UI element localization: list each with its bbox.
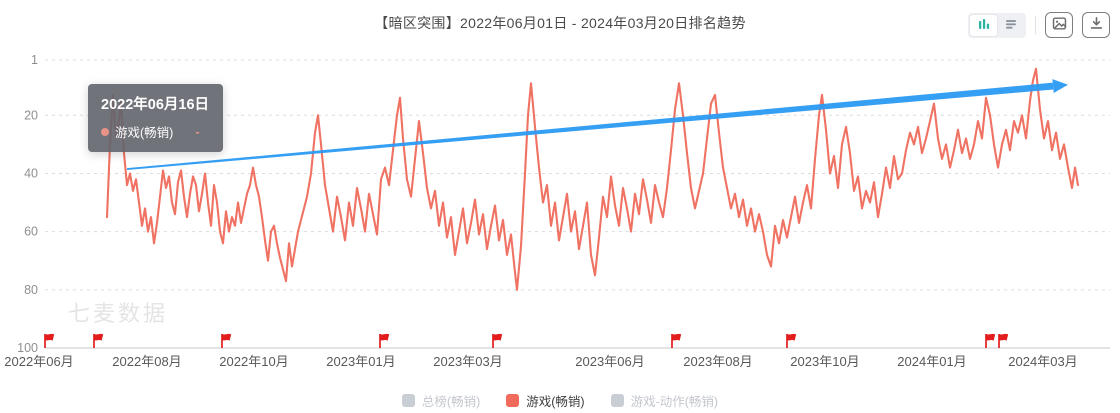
- series-line[interactable]: [105, 67, 1080, 291]
- legend-swatch-icon: [506, 393, 520, 407]
- flag-marker-icon[interactable]: [44, 333, 55, 348]
- flag-marker-icon[interactable]: [985, 333, 996, 348]
- view-toggle-group: [968, 12, 1026, 38]
- x-axis-tick-label: 2024年03月: [1008, 354, 1077, 369]
- flag-marker-icon[interactable]: [379, 333, 390, 348]
- legend-label: 总榜(畅销): [421, 394, 481, 409]
- flag-marker-icon[interactable]: [786, 333, 797, 348]
- export-image-button[interactable]: [1045, 12, 1073, 38]
- chart-legend: 总榜(畅销) 游戏(畅销) 游戏-动作(畅销): [0, 390, 1120, 410]
- y-axis-tick-label: 20: [24, 108, 38, 122]
- flag-marker-icon[interactable]: [998, 333, 1009, 348]
- list-icon: [1003, 16, 1019, 35]
- x-axis-tick-label: 2023年03月: [433, 354, 502, 369]
- watermark: 七麦数据: [68, 301, 169, 326]
- x-axis-tick-label: 2024年01月: [897, 354, 966, 369]
- legend-swatch-icon: [610, 393, 624, 407]
- flag-marker-icon[interactable]: [93, 333, 104, 348]
- legend-item-zongbang[interactable]: 总榜(畅销): [401, 391, 481, 410]
- tooltip-date: 2022年06月16日: [101, 97, 210, 113]
- x-axis-tick-label: 2022年10月: [219, 354, 288, 369]
- table-view-toggle[interactable]: [997, 15, 1024, 36]
- chart-view-toggle[interactable]: [970, 14, 997, 36]
- legend-swatch-icon: [401, 393, 415, 407]
- image-icon: [1051, 15, 1068, 35]
- y-axis-tick-label: 80: [24, 283, 38, 297]
- trend-arrow-head-icon: [1052, 79, 1068, 94]
- bar-chart-icon: [976, 16, 992, 35]
- chart-tooltip: 2022年06月16日 游戏(畅销) -: [88, 84, 224, 152]
- y-axis-tick-label: 40: [24, 166, 38, 180]
- legend-label: 游戏(畅销): [526, 394, 585, 409]
- x-axis-tick-label: 2023年01月: [326, 354, 395, 369]
- series-dot-icon: [101, 127, 109, 136]
- download-button[interactable]: [1082, 12, 1110, 38]
- trend-arrow-shaft: [126, 82, 1054, 170]
- legend-label: 游戏-动作(畅销): [630, 394, 719, 409]
- x-axis-tick-label: 2023年10月: [790, 354, 859, 369]
- x-axis-tick-label: 2022年08月: [112, 354, 181, 369]
- legend-item-youxi[interactable]: 游戏(畅销): [506, 391, 585, 410]
- flag-marker-icon[interactable]: [671, 333, 682, 348]
- tooltip-series-row: 游戏(畅销) -: [101, 122, 209, 141]
- tooltip-series-label: 游戏(畅销): [115, 126, 174, 140]
- y-axis-tick-label: 100: [17, 341, 38, 355]
- flag-marker-icon[interactable]: [492, 333, 503, 348]
- x-axis-tick-label: 2023年08月: [683, 354, 752, 369]
- controls-divider: [1035, 16, 1036, 34]
- chart-controls: [968, 12, 1110, 38]
- y-axis-tick-label: 60: [24, 225, 38, 239]
- legend-item-youxi-dongzuo[interactable]: 游戏-动作(畅销): [610, 391, 719, 410]
- tooltip-series-value: -: [195, 124, 200, 139]
- y-axis-tick-label: 1: [31, 53, 38, 67]
- x-axis-tick-label: 2022年06月: [4, 354, 73, 369]
- download-icon: [1088, 15, 1105, 35]
- x-axis-tick-label: 2023年06月: [575, 354, 644, 369]
- chart-title: 【暗区突围】2022年06月01日 - 2024年03月20日排名趋势: [374, 15, 746, 31]
- flag-marker-icon[interactable]: [221, 333, 232, 348]
